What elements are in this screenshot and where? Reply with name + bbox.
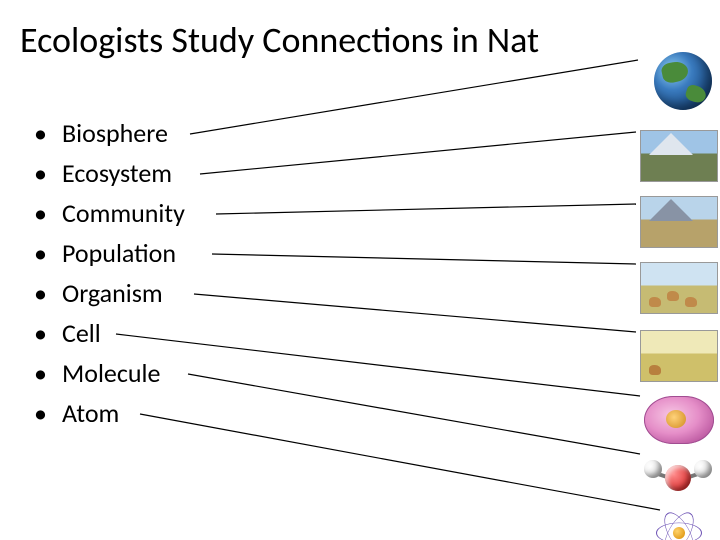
list-item: •Community (34, 200, 185, 226)
connector-line (140, 414, 660, 510)
bullet-icon: • (34, 240, 62, 266)
list-item-label: Community (62, 200, 185, 226)
list-item: •Ecosystem (34, 160, 185, 186)
list-item-label: Organism (62, 280, 163, 306)
list-item: •Cell (34, 320, 185, 346)
population-thumbnail (640, 262, 718, 314)
molecule-icon (642, 456, 714, 500)
list-item: •Molecule (34, 360, 185, 386)
atom-icon (656, 510, 702, 540)
earth-icon (654, 52, 712, 110)
bullet-icon: • (34, 200, 62, 226)
cell-icon (644, 396, 714, 444)
connector-line (200, 132, 636, 174)
list-item: •Population (34, 240, 185, 266)
connector-line (116, 334, 640, 396)
list-item: •Organism (34, 280, 185, 306)
bullet-icon: • (34, 320, 62, 346)
slide-title: Ecologists Study Connections in Nat (20, 18, 539, 62)
list-item-label: Biosphere (62, 120, 168, 146)
slide: Ecologists Study Connections in Nat •Bio… (0, 0, 720, 540)
list-item: •Atom (34, 400, 185, 426)
list-item-label: Cell (62, 320, 101, 346)
bullet-icon: • (34, 280, 62, 306)
connector-line (188, 374, 640, 454)
connector-line (190, 60, 638, 134)
list-item-label: Population (62, 240, 176, 266)
list-item-label: Molecule (62, 360, 160, 386)
bullet-icon: • (34, 160, 62, 186)
community-thumbnail (640, 196, 718, 248)
bullet-icon: • (34, 360, 62, 386)
hierarchy-list: •Biosphere•Ecosystem•Community•Populatio… (34, 120, 185, 440)
bullet-icon: • (34, 120, 62, 146)
list-item-label: Ecosystem (62, 160, 172, 186)
bullet-icon: • (34, 400, 62, 426)
connector-line (216, 204, 636, 214)
list-item-label: Atom (62, 400, 119, 426)
connector-line (212, 254, 636, 264)
organism-thumbnail (640, 330, 718, 382)
list-item: •Biosphere (34, 120, 185, 146)
connector-line (194, 294, 636, 332)
ecosystem-thumbnail (640, 130, 718, 182)
